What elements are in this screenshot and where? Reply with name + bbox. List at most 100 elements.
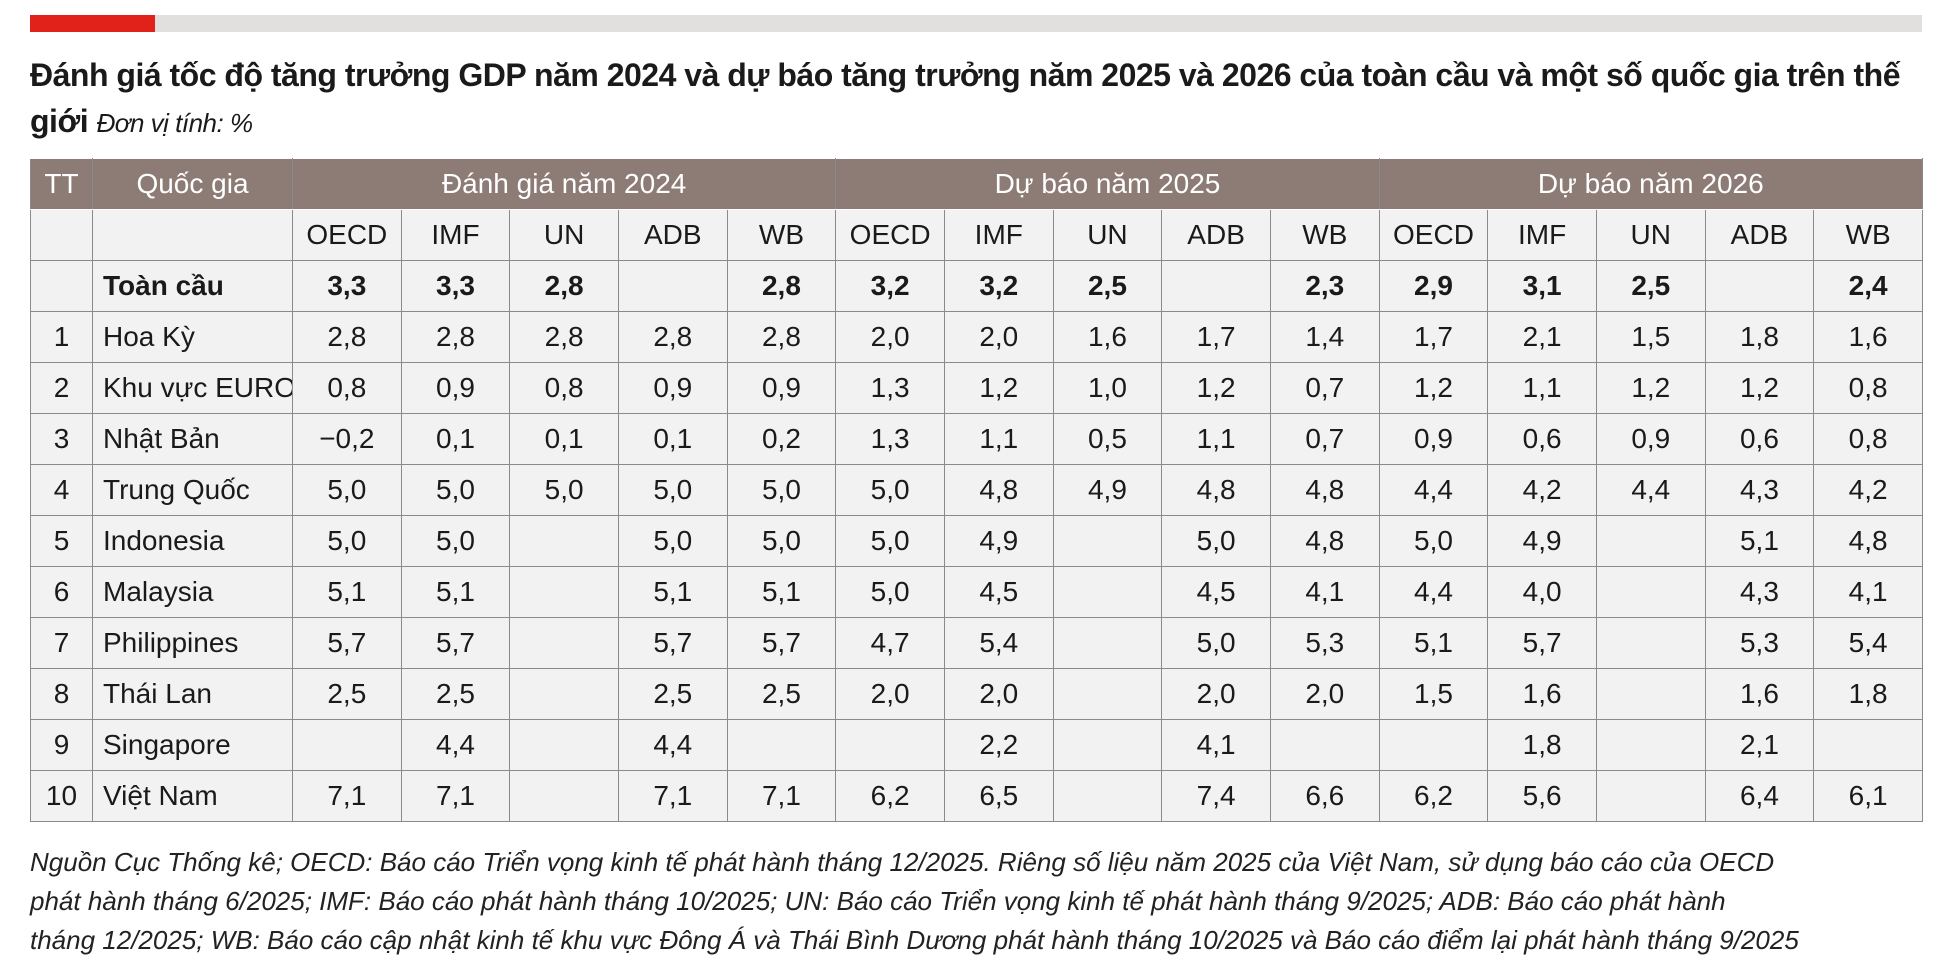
value-cell: 3,3	[292, 260, 402, 312]
value-cell	[1378, 719, 1489, 771]
value-cell: 2,8	[400, 311, 511, 363]
value-cell: 5,4	[1813, 617, 1923, 669]
value-cell: 0,1	[509, 413, 619, 465]
value-cell: 4,1	[1813, 566, 1923, 618]
value-cell: 0,9	[726, 362, 837, 414]
value-cell: 5,3	[1704, 617, 1815, 669]
value-cell: 2,5	[1595, 260, 1706, 312]
value-cell	[726, 719, 837, 771]
value-cell	[1269, 719, 1380, 771]
value-cell: 2,5	[1052, 260, 1163, 312]
value-cell: 0,6	[1487, 413, 1597, 465]
country: Thái Lan	[92, 668, 293, 720]
value-cell: 2,8	[726, 311, 837, 363]
unit: Đơn vị tính: %	[96, 108, 253, 138]
value-cell: 2,1	[1704, 719, 1815, 771]
footnote-line: Nguồn Cục Thống kê; OECD: Báo cáo Triển …	[30, 847, 1775, 877]
value-cell: 5,7	[617, 617, 728, 669]
value-cell: 1,7	[1378, 311, 1489, 363]
row-number: 7	[30, 617, 93, 669]
value-cell	[509, 515, 619, 567]
group-header-row: TT Quốc gia Đánh giá năm 2024 Dự báo năm 20…	[30, 158, 1923, 210]
row-number: 8	[30, 668, 93, 720]
value-cell: 6,4	[1704, 770, 1815, 822]
empty-cell	[30, 209, 93, 261]
value-cell: 0,1	[617, 413, 728, 465]
row-number: 10	[30, 770, 93, 822]
value-cell: 4,8	[1161, 464, 1271, 516]
value-cell: 2,8	[509, 260, 619, 312]
table-row: 7 Philippines 5,7 5,7 5,7 5,7 4,7 5,4 5,0 5,3 5,1 5…	[30, 617, 1923, 669]
footnote-line: phát hành tháng 6/2025; IMF: Báo cáo phá…	[30, 886, 1726, 916]
value-cell: 0,7	[1269, 362, 1380, 414]
country: Nhật Bản	[92, 413, 293, 465]
value-cell: 0,8	[1813, 362, 1923, 414]
row-number: 3	[30, 413, 93, 465]
value-cell: 6,1	[1813, 770, 1923, 822]
table-row: 4 Trung Quốc 5,0 5,0 5,0 5,0 5,0 5,0 4,8 4,9 4,8 4,…	[30, 464, 1923, 516]
row-number: 2	[30, 362, 93, 414]
value-cell: 2,8	[292, 311, 402, 363]
country: Singapore	[92, 719, 293, 771]
sub-header: IMF	[943, 209, 1054, 261]
value-cell: 4,9	[1052, 464, 1163, 516]
value-cell: 4,3	[1704, 464, 1815, 516]
group-header: Dự báo năm 2026	[1378, 158, 1923, 210]
value-cell: 1,1	[1161, 413, 1271, 465]
value-cell: 2,4	[1813, 260, 1923, 312]
row-number: 9	[30, 719, 93, 771]
value-cell: 4,0	[1487, 566, 1597, 618]
value-cell: 4,8	[943, 464, 1054, 516]
value-cell: 1,6	[1052, 311, 1163, 363]
value-cell: 6,5	[943, 770, 1054, 822]
footnote: Nguồn Cục Thống kê; OECD: Báo cáo Triển …	[30, 843, 1930, 960]
value-cell	[1052, 770, 1163, 822]
sub-header: WB	[726, 209, 837, 261]
top-rule	[30, 15, 1922, 32]
value-cell: 0,6	[1704, 413, 1815, 465]
value-cell: 0,9	[1595, 413, 1706, 465]
value-cell: 2,5	[400, 668, 511, 720]
sub-header: ADB	[1161, 209, 1271, 261]
value-cell: 1,8	[1487, 719, 1597, 771]
value-cell: 1,2	[1704, 362, 1815, 414]
value-cell: 4,2	[1813, 464, 1923, 516]
value-cell: 1,4	[1269, 311, 1380, 363]
value-cell: 5,0	[400, 515, 511, 567]
country: Philippines	[92, 617, 293, 669]
value-cell	[835, 719, 945, 771]
value-cell: 1,2	[1595, 362, 1706, 414]
value-cell: 4,5	[1161, 566, 1271, 618]
value-cell: 2,9	[1378, 260, 1489, 312]
value-cell: 1,5	[1595, 311, 1706, 363]
value-cell	[292, 719, 402, 771]
value-cell	[1052, 617, 1163, 669]
table-row: 8 Thái Lan 2,5 2,5 2,5 2,5 2,0 2,0 2,0 2,0 1,5 1,6 1…	[30, 668, 1923, 720]
country: Malaysia	[92, 566, 293, 618]
value-cell: 0,8	[509, 362, 619, 414]
value-cell: 4,7	[835, 617, 945, 669]
value-cell: 2,0	[835, 668, 945, 720]
sub-header: ADB	[617, 209, 728, 261]
value-cell: 4,4	[1595, 464, 1706, 516]
value-cell: 2,5	[292, 668, 402, 720]
value-cell	[1052, 515, 1163, 567]
value-cell: 2,8	[617, 311, 728, 363]
value-cell: 5,7	[1487, 617, 1597, 669]
value-cell: 3,1	[1487, 260, 1597, 312]
row-number: 6	[30, 566, 93, 618]
sub-header: OECD	[835, 209, 945, 261]
value-cell: 4,3	[1704, 566, 1815, 618]
value-cell	[1595, 566, 1706, 618]
sub-header: ADB	[1704, 209, 1815, 261]
country: Indonesia	[92, 515, 293, 567]
title: Đánh giá tốc độ tăng trưởng GDP năm 2024…	[30, 57, 1900, 139]
value-cell: 1,3	[835, 413, 945, 465]
value-cell: 1,1	[1487, 362, 1597, 414]
value-cell: 1,8	[1704, 311, 1815, 363]
value-cell: 5,1	[292, 566, 402, 618]
value-cell: 5,0	[617, 515, 728, 567]
value-cell: 0,8	[1813, 413, 1923, 465]
value-cell: 2,8	[509, 311, 619, 363]
